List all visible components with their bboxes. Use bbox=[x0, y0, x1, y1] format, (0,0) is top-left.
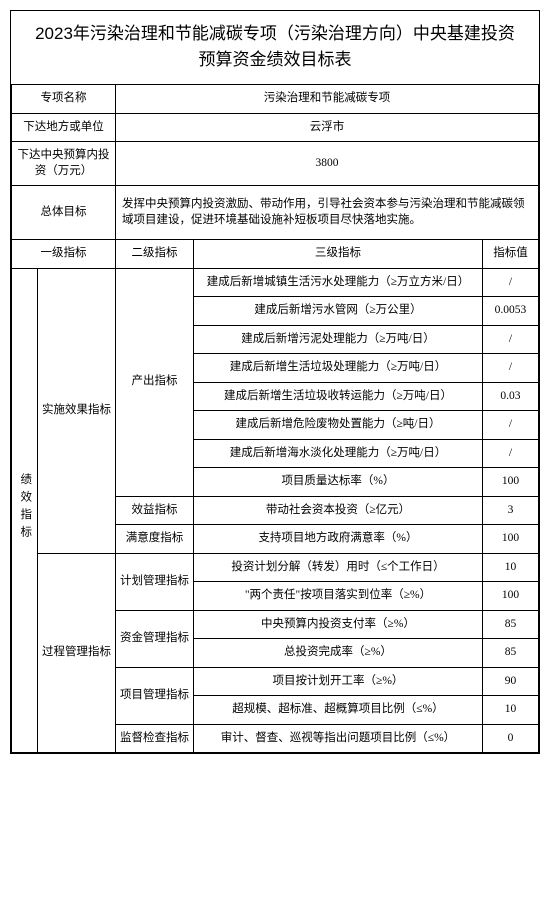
region-value: 云浮市 bbox=[116, 113, 539, 142]
project-name-label: 专项名称 bbox=[12, 85, 116, 113]
main-table: 专项名称 污染治理和节能减碳专项 下达地方或单位 云浮市 下达中央预算内投资（万… bbox=[11, 85, 539, 753]
col-level2-header: 二级指标 bbox=[116, 240, 194, 269]
row-o5-l3: 建成后新增生活垃圾收转运能力（≥万吨/日） bbox=[194, 382, 483, 411]
row-b1-val: 3 bbox=[482, 496, 538, 525]
row-f2-l3: 总投资完成率（≥%） bbox=[194, 639, 483, 668]
row-o3-val: / bbox=[482, 325, 538, 354]
l1-process: 过程管理指标 bbox=[38, 553, 116, 753]
l2-supervise: 监督检查指标 bbox=[116, 724, 194, 753]
investment-label: 下达中央预算内投资（万元） bbox=[12, 142, 116, 186]
row-j2-val: 10 bbox=[482, 696, 538, 725]
row-o2-val: 0.0053 bbox=[482, 297, 538, 326]
region-label: 下达地方或单位 bbox=[12, 113, 116, 142]
col-level1-header: 一级指标 bbox=[12, 240, 116, 269]
sheet-title: 2023年污染治理和节能减碳专项（污染治理方向）中央基建投资预算资金绩效目标表 bbox=[11, 11, 539, 85]
l2-output: 产出指标 bbox=[116, 268, 194, 496]
col-level3-header: 三级指标 bbox=[194, 240, 483, 269]
row-b1-l3: 带动社会资本投资（≥亿元） bbox=[194, 496, 483, 525]
col-value-header: 指标值 bbox=[482, 240, 538, 269]
overall-goal-value: 发挥中央预算内投资激励、带动作用，引导社会资本参与污染治理和节能减碳领域项目建设… bbox=[116, 186, 539, 240]
row-u1-l3: 审计、督查、巡视等指出问题项目比例（≤%） bbox=[194, 724, 483, 753]
row-o8-val: 100 bbox=[482, 468, 538, 497]
row-o7-val: / bbox=[482, 439, 538, 468]
row-o6-l3: 建成后新增危险废物处置能力（≥吨/日） bbox=[194, 411, 483, 440]
row-f1-l3: 中央预算内投资支付率（≥%） bbox=[194, 610, 483, 639]
l2-satisfy: 满意度指标 bbox=[116, 525, 194, 554]
l2-fund: 资金管理指标 bbox=[116, 610, 194, 667]
row-j2-l3: 超规模、超标准、超概算项目比例（≤%） bbox=[194, 696, 483, 725]
row-o6-val: / bbox=[482, 411, 538, 440]
row-s1-val: 100 bbox=[482, 525, 538, 554]
row-p2-l3: "两个责任"按项目落实到位率（≥%） bbox=[194, 582, 483, 611]
project-name-value: 污染治理和节能减碳专项 bbox=[116, 85, 539, 113]
l2-benefit: 效益指标 bbox=[116, 496, 194, 525]
row-j1-l3: 项目按计划开工率（≥%） bbox=[194, 667, 483, 696]
row-o4-val: / bbox=[482, 354, 538, 383]
row-o8-l3: 项目质量达标率（%） bbox=[194, 468, 483, 497]
row-u1-val: 0 bbox=[482, 724, 538, 753]
row-o1-val: / bbox=[482, 268, 538, 297]
row-o1-l3: 建成后新增城镇生活污水处理能力（≥万立方米/日） bbox=[194, 268, 483, 297]
row-o4-l3: 建成后新增生活垃圾处理能力（≥万吨/日） bbox=[194, 354, 483, 383]
row-o7-l3: 建成后新增海水淡化处理能力（≥万吨/日） bbox=[194, 439, 483, 468]
investment-value: 3800 bbox=[116, 142, 539, 186]
performance-target-sheet: 2023年污染治理和节能减碳专项（污染治理方向）中央基建投资预算资金绩效目标表 … bbox=[10, 10, 540, 754]
category-performance-label: 绩效指标 bbox=[17, 473, 33, 543]
row-p1-val: 10 bbox=[482, 553, 538, 582]
row-p1-l3: 投资计划分解（转发）用时（≤个工作日） bbox=[194, 553, 483, 582]
l2-project: 项目管理指标 bbox=[116, 667, 194, 724]
l1-implementation: 实施效果指标 bbox=[38, 268, 116, 553]
row-j1-val: 90 bbox=[482, 667, 538, 696]
row-s1-l3: 支持项目地方政府满意率（%） bbox=[194, 525, 483, 554]
row-p2-val: 100 bbox=[482, 582, 538, 611]
overall-goal-label: 总体目标 bbox=[12, 186, 116, 240]
category-performance: 绩效指标 bbox=[12, 268, 38, 753]
row-f1-val: 85 bbox=[482, 610, 538, 639]
row-o2-l3: 建成后新增污水管网（≥万公里） bbox=[194, 297, 483, 326]
row-o5-val: 0.03 bbox=[482, 382, 538, 411]
row-o3-l3: 建成后新增污泥处理能力（≥万吨/日） bbox=[194, 325, 483, 354]
row-f2-val: 85 bbox=[482, 639, 538, 668]
l2-plan: 计划管理指标 bbox=[116, 553, 194, 610]
